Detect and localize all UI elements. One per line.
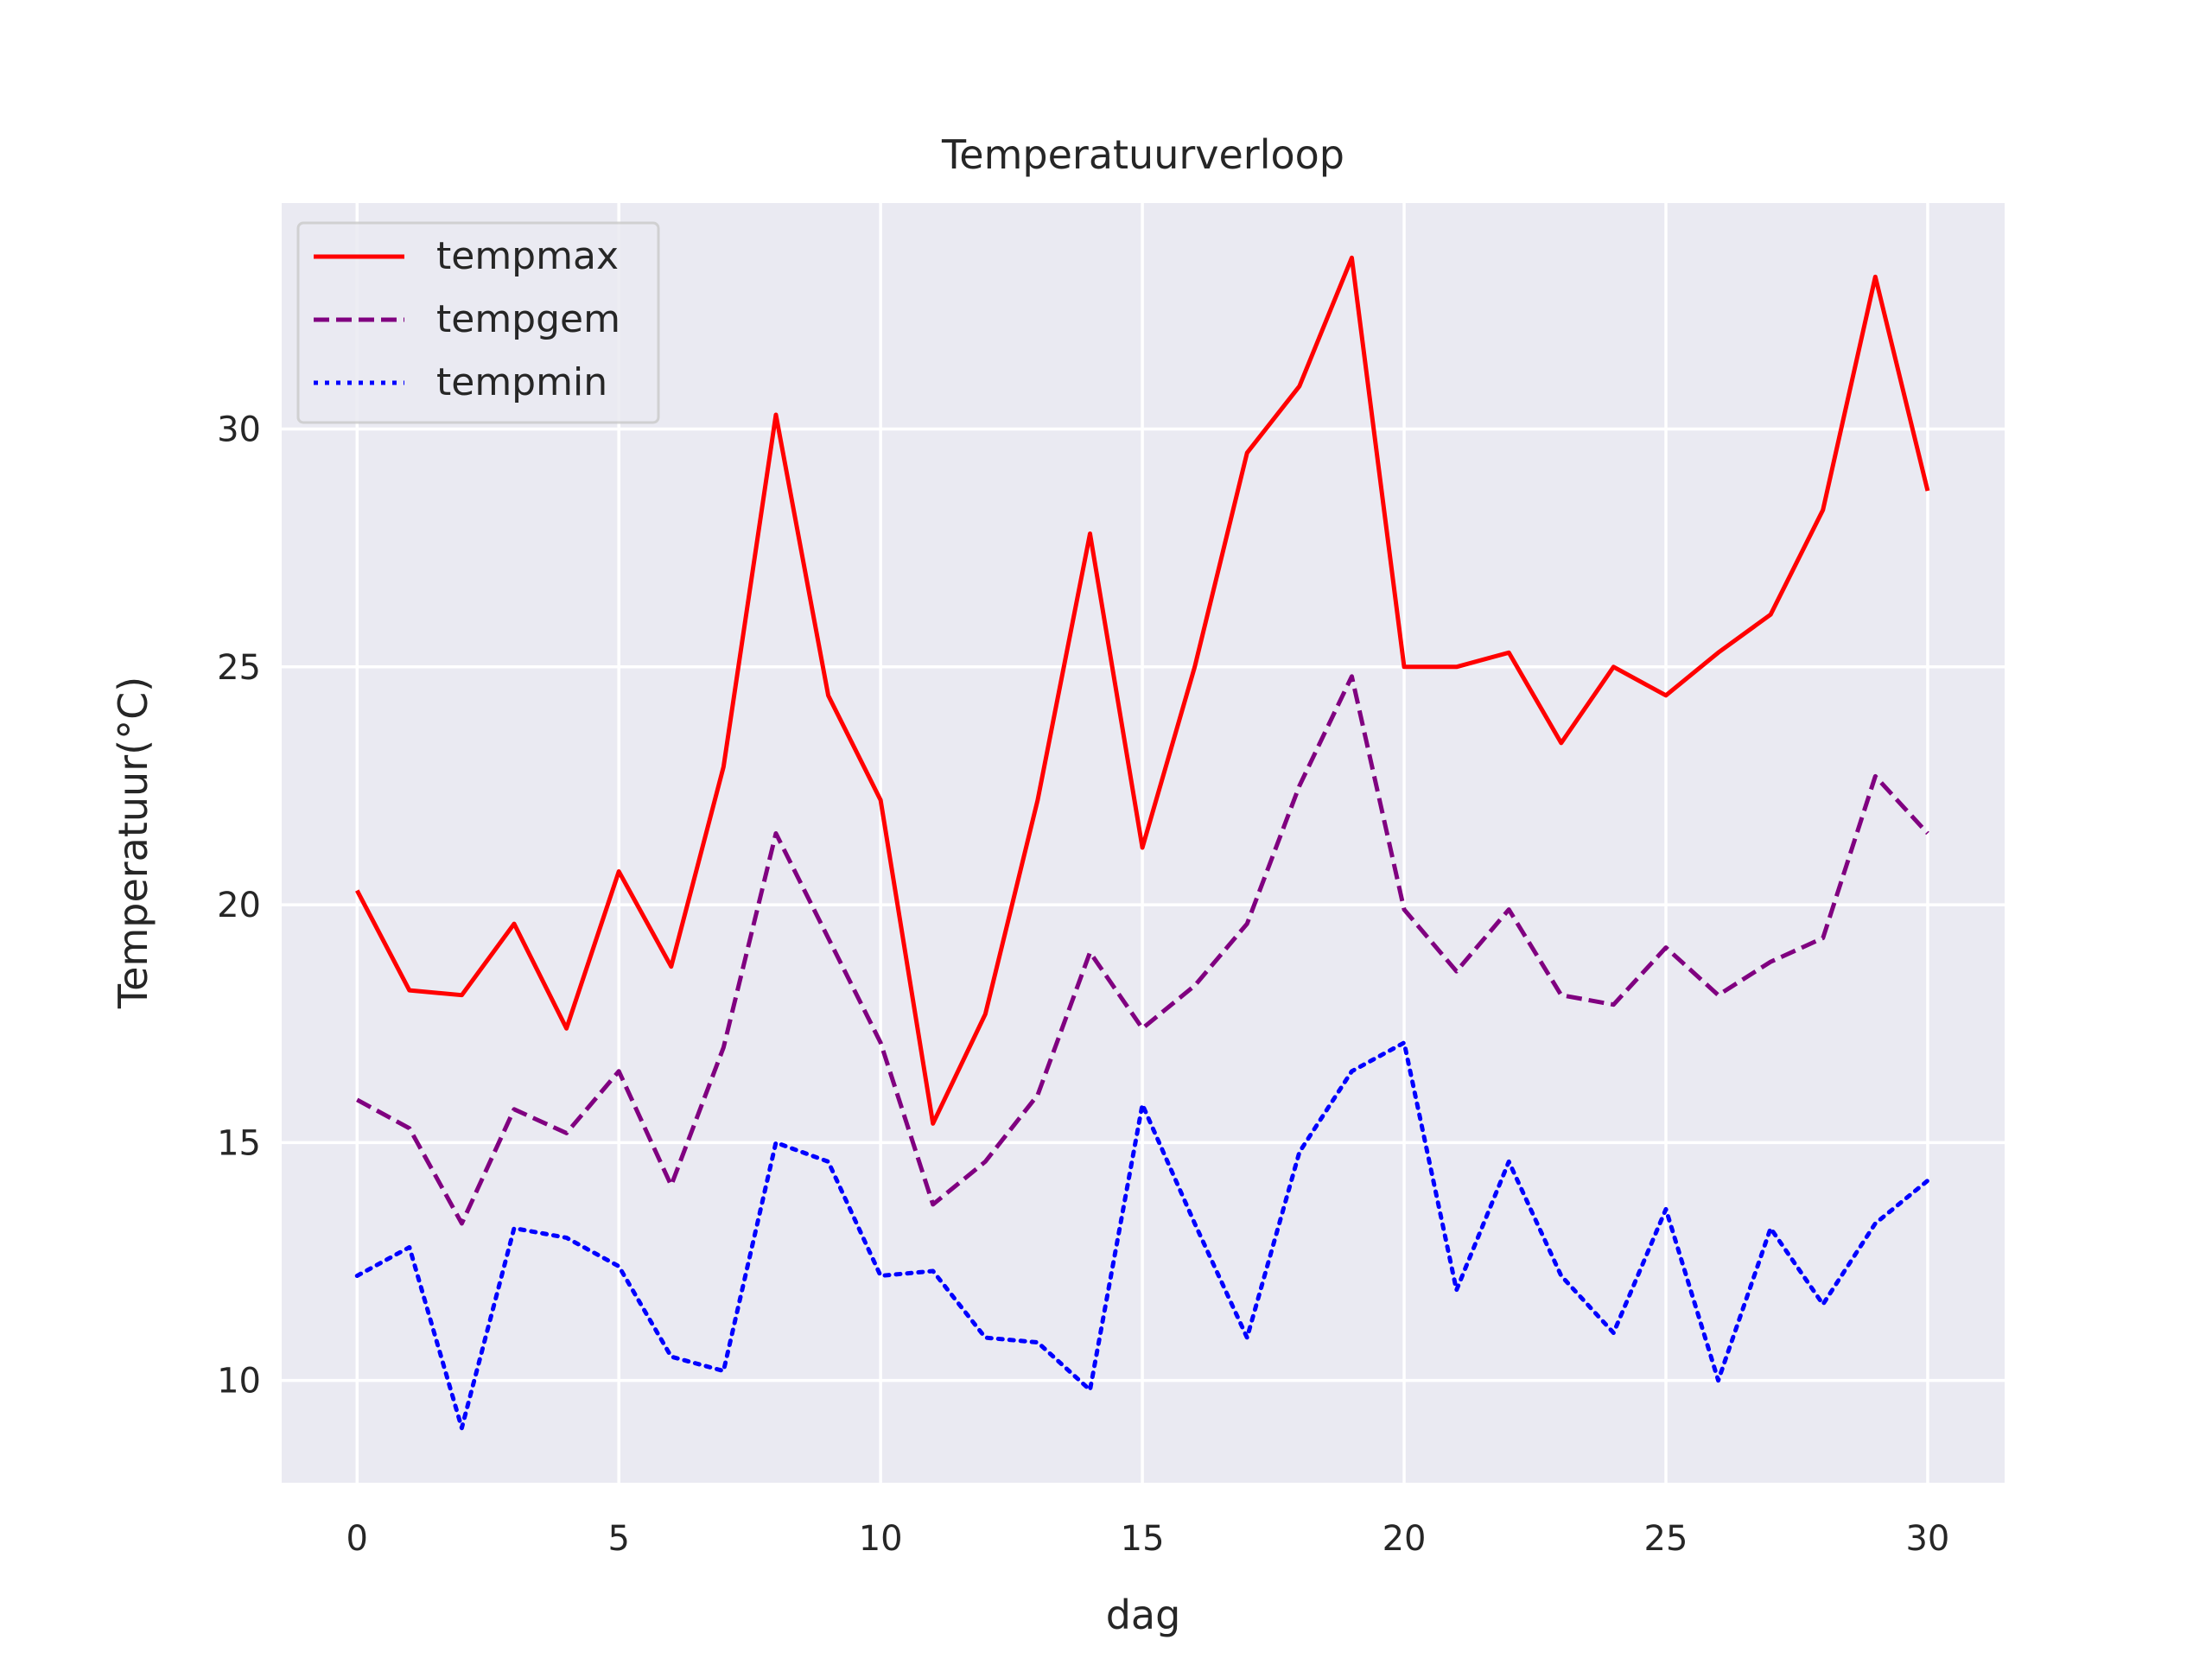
legend: tempmax tempgem tempmin — [296, 221, 660, 424]
chart-title: Temperatuurverloop — [941, 131, 1344, 178]
y-tick-label: 30 — [217, 410, 261, 450]
series-group — [354, 255, 1930, 1431]
y-tick-label: 15 — [217, 1123, 261, 1163]
legend-label-tempmin: tempmin — [436, 360, 607, 404]
x-tick-label: 10 — [859, 1519, 903, 1559]
x-tick-label: 5 — [607, 1519, 629, 1559]
grid — [282, 203, 2005, 1483]
y-tick-label: 20 — [217, 886, 261, 925]
x-axis-label: dag — [1106, 1592, 1181, 1638]
x-tick-label: 30 — [1905, 1519, 1949, 1559]
x-tick-label: 0 — [346, 1519, 368, 1559]
tick-labels: 0 5 10 15 20 25 30 10 15 20 25 30 — [217, 410, 1949, 1559]
y-tick-label: 25 — [217, 648, 261, 688]
legend-label-tempgem: tempgem — [436, 297, 620, 341]
y-axis-label: Temperatuur(°C) — [110, 677, 156, 1009]
y-tick-label: 10 — [217, 1362, 261, 1402]
x-tick-label: 20 — [1382, 1519, 1427, 1559]
x-tick-label: 25 — [1644, 1519, 1688, 1559]
legend-box — [296, 221, 660, 424]
legend-label-tempmax: tempmax — [436, 234, 619, 278]
x-tick-label: 15 — [1121, 1519, 1165, 1559]
